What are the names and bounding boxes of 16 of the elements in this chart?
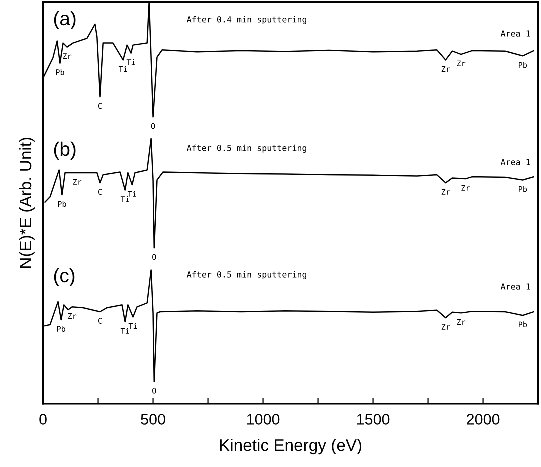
annotation: After 0.5 min sputtering bbox=[186, 271, 306, 280]
x-tick-label: 2000 bbox=[467, 414, 500, 425]
annotation: Area 1 bbox=[500, 159, 530, 166]
x-axis-title: Kinetic Energy (eV) bbox=[220, 439, 362, 455]
x-tick-label: 1500 bbox=[357, 414, 390, 425]
annotation: After 0.4 min sputtering bbox=[186, 16, 306, 24]
annotation: Area 1 bbox=[500, 30, 530, 37]
x-tick-label: 500 bbox=[141, 414, 166, 425]
annotation: (a) bbox=[54, 11, 76, 30]
annotation: (c) bbox=[54, 268, 75, 286]
x-tick-label: 0 bbox=[40, 414, 47, 425]
annotation: Area 1 bbox=[500, 284, 530, 290]
x-tick-label: 1000 bbox=[247, 414, 280, 425]
annotation: After 0.5 min sputtering bbox=[186, 144, 306, 153]
annotation: (b) bbox=[54, 142, 76, 160]
y-axis-title: N(E)*E (Arb. Unit) bbox=[19, 138, 35, 268]
